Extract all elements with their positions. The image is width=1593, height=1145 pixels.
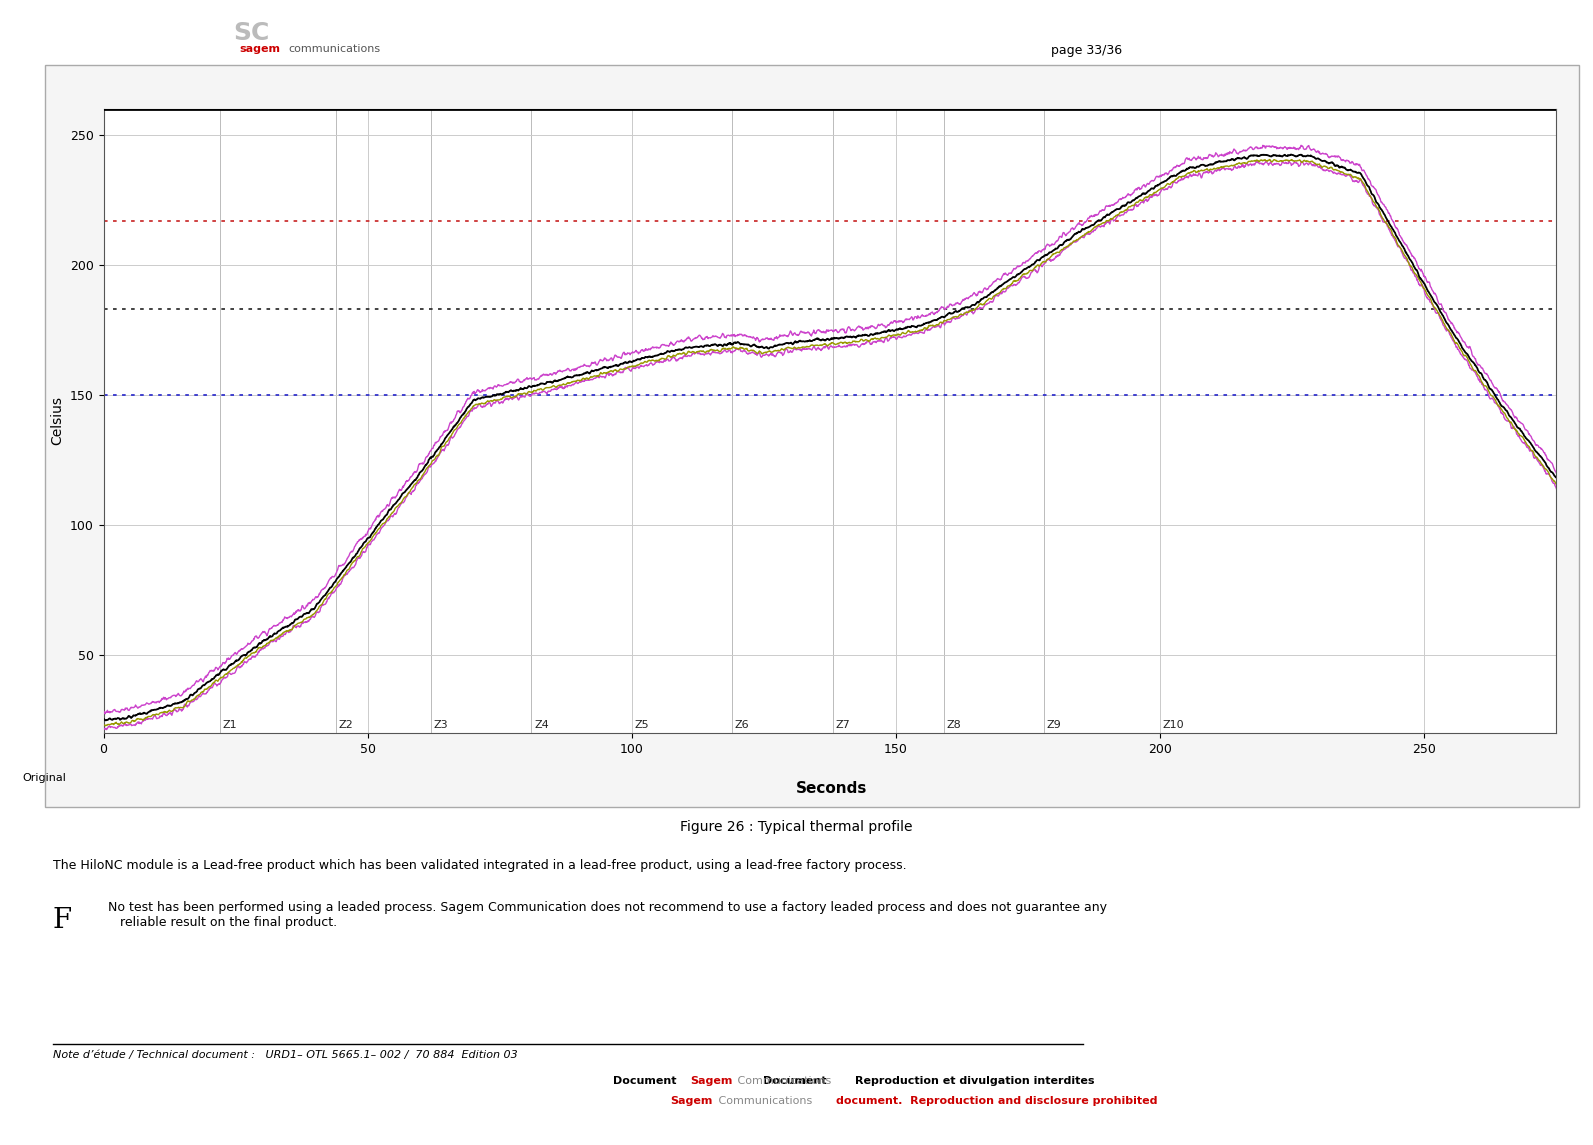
Text: Sagem: Sagem [671,1096,714,1106]
Text: Z9: Z9 [1047,720,1061,731]
Text: communications: communications [288,44,381,54]
Text: Z1: Z1 [223,720,237,731]
Text: Communications: Communications [715,1096,816,1106]
Text: document.  Reproduction and disclosure prohibited: document. Reproduction and disclosure pr… [836,1096,1158,1106]
Text: The HiloNC module is a Lead-free product which has been validated integrated in : The HiloNC module is a Lead-free product… [53,859,906,871]
Text: Z5: Z5 [634,720,648,731]
Text: Seconds: Seconds [796,781,867,796]
Text: Z2: Z2 [339,720,354,731]
Text: Note d’étude / Technical document :   URD1– OTL 5665.1– 002 /  70 884  Edition 0: Note d’étude / Technical document : URD1… [53,1050,518,1060]
Text: Sagem: Sagem [690,1076,733,1087]
Text: Z3: Z3 [433,720,448,731]
Text: Z10: Z10 [1163,720,1185,731]
Text: Reproduction et divulgation interdites: Reproduction et divulgation interdites [855,1076,1094,1087]
Text: Document: Document [763,1076,830,1087]
Text: page 33/36: page 33/36 [1051,44,1123,56]
Text: No test has been performed using a leaded process. Sagem Communication does not : No test has been performed using a leade… [108,901,1107,929]
Text: sagem: sagem [239,44,280,54]
Text: Figure 26 : Typical thermal profile: Figure 26 : Typical thermal profile [680,820,913,834]
Text: Communications: Communications [734,1076,835,1087]
Text: F: F [53,907,72,934]
Text: Z4: Z4 [534,720,550,731]
Text: Z6: Z6 [734,720,749,731]
Text: Z8: Z8 [946,720,961,731]
Y-axis label: Celsius: Celsius [51,396,64,445]
Text: Original: Original [22,773,65,783]
Text: Document: Document [613,1076,680,1087]
Text: Z7: Z7 [835,720,851,731]
Text: SC: SC [234,21,269,45]
